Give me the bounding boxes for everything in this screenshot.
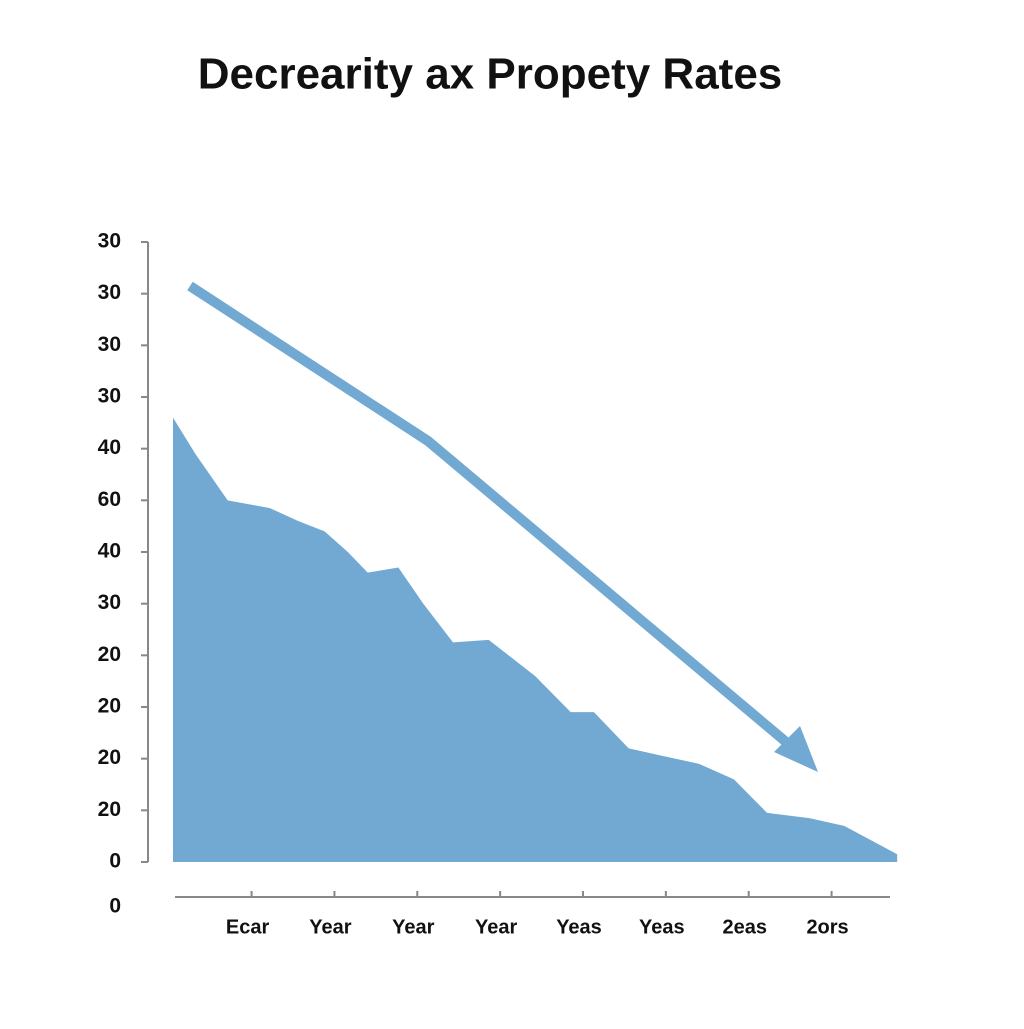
y-tick-label: 20 bbox=[98, 746, 121, 769]
x-tick-label: 2ors bbox=[806, 916, 848, 938]
trend-arrow-line bbox=[187, 281, 802, 756]
plot-area: 30 30 30 30 40 60 40 30 20 20 20 20 0 0 Ecar Year Year Ye… bbox=[98, 230, 898, 938]
y-tick-label: 30 bbox=[98, 333, 121, 356]
y-tick-label: 0 bbox=[109, 894, 121, 917]
trend-arrow bbox=[187, 281, 818, 772]
area bbox=[173, 417, 898, 862]
x-tick-label: Yeas bbox=[639, 916, 685, 938]
y-tick-label: 60 bbox=[98, 488, 121, 511]
y-tick-label: 40 bbox=[98, 540, 121, 563]
x-tick-label: 2eas bbox=[722, 916, 767, 938]
y-tick-label: 20 bbox=[98, 798, 121, 821]
x-tick-label: Year bbox=[392, 916, 434, 938]
y-tick-label: 0 bbox=[109, 850, 121, 873]
y-tick-label: 20 bbox=[98, 643, 121, 666]
trend-arrow-head bbox=[774, 726, 818, 772]
y-tick-label: 30 bbox=[98, 230, 121, 253]
x-tick-label: Year bbox=[309, 916, 351, 938]
y-tick-label: 30 bbox=[98, 281, 121, 304]
y-tick-label: 30 bbox=[98, 591, 121, 614]
x-tick-label: Ecar bbox=[226, 916, 270, 938]
chart-title: Decrearity ax Propety Rates bbox=[198, 50, 783, 99]
y-tick-label: 40 bbox=[98, 436, 121, 459]
y-tick-label: 20 bbox=[98, 695, 121, 718]
x-tick-label: Yeas bbox=[556, 916, 602, 938]
x-tick-label: Year bbox=[475, 916, 517, 938]
y-tick-label: 30 bbox=[98, 385, 121, 408]
